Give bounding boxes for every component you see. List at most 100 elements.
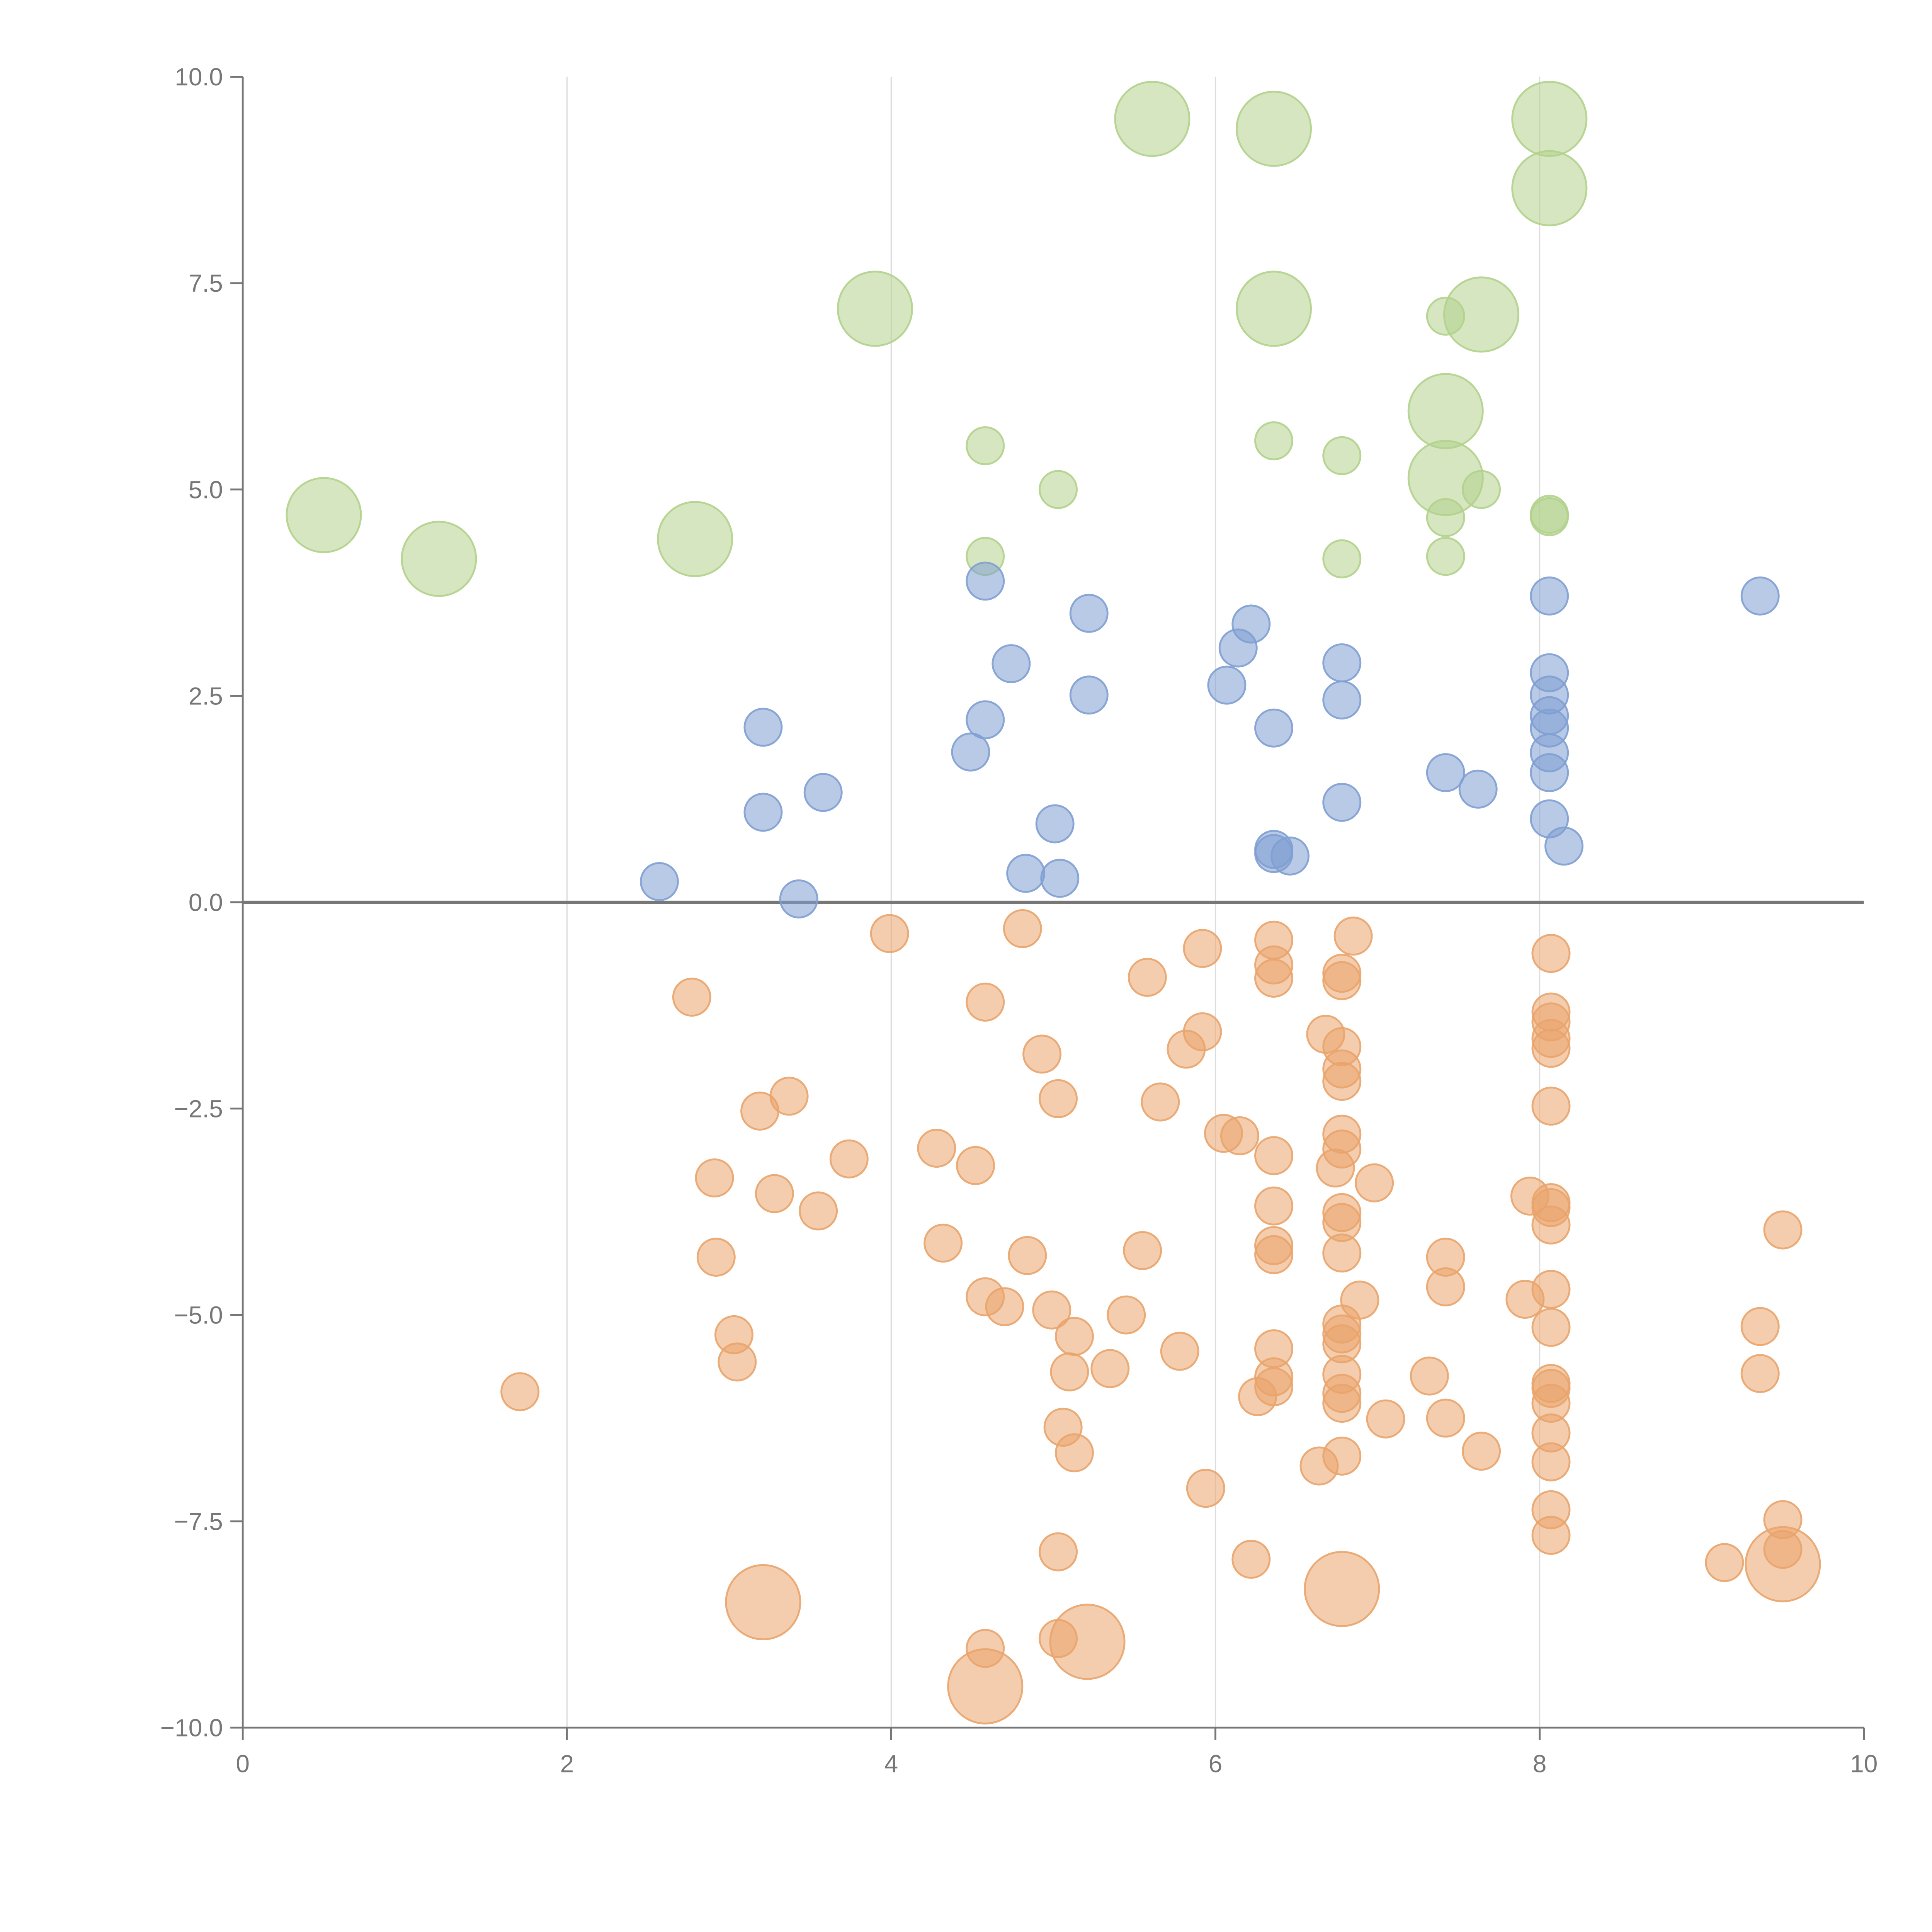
data-point-green bbox=[1322, 539, 1362, 578]
data-point-blue bbox=[1322, 643, 1362, 682]
data-point-orange bbox=[1049, 1604, 1126, 1680]
data-point-blue bbox=[639, 862, 679, 901]
data-point-orange bbox=[923, 1223, 963, 1263]
data-point-green bbox=[1426, 498, 1465, 537]
data-point-orange bbox=[1322, 1129, 1362, 1169]
data-point-orange bbox=[725, 1564, 801, 1641]
data-point-green bbox=[1322, 436, 1362, 475]
data-point-orange bbox=[1410, 1356, 1449, 1396]
data-point-orange bbox=[1531, 1029, 1571, 1068]
data-point-green bbox=[1235, 270, 1312, 347]
data-point-orange bbox=[1763, 1210, 1803, 1250]
y-tick-label: −7.5 bbox=[174, 1508, 223, 1536]
data-point-orange bbox=[1055, 1433, 1094, 1473]
data-point-orange bbox=[1123, 1231, 1162, 1270]
data-point-blue bbox=[992, 644, 1031, 684]
data-point-orange bbox=[1531, 1270, 1571, 1309]
data-point-orange bbox=[755, 1174, 794, 1213]
data-point-orange bbox=[1531, 1515, 1571, 1555]
data-point-orange bbox=[1299, 1446, 1339, 1486]
data-point-orange bbox=[1426, 1398, 1465, 1438]
y-tick-label: −5.0 bbox=[174, 1301, 223, 1329]
data-point-orange bbox=[1141, 1082, 1180, 1122]
data-point-orange bbox=[1167, 1029, 1206, 1069]
data-point-green bbox=[1511, 81, 1588, 157]
data-point-orange bbox=[1531, 1087, 1571, 1126]
data-point-orange bbox=[500, 1372, 540, 1412]
data-point-green bbox=[966, 426, 1005, 466]
data-point-orange bbox=[1032, 1290, 1071, 1330]
data-point-orange bbox=[1008, 1236, 1047, 1275]
data-point-blue bbox=[1426, 753, 1465, 793]
data-point-orange bbox=[1003, 909, 1042, 948]
axes: 10.0 7.5 5.0 2.5 0.0 −2.5 −5.0 −7.5 −10.0 0 2 4 6 8 10 bbox=[160, 63, 1878, 1777]
data-point-blue bbox=[1740, 576, 1780, 616]
data-point-orange bbox=[1322, 961, 1362, 1000]
data-point-green bbox=[837, 270, 913, 347]
data-point-green bbox=[1462, 470, 1501, 509]
data-point-blue bbox=[803, 773, 843, 812]
data-point-orange bbox=[947, 1648, 1024, 1725]
data-point-orange bbox=[740, 1091, 780, 1131]
data-point-orange bbox=[1322, 1062, 1362, 1101]
data-point-orange bbox=[1254, 1235, 1294, 1274]
data-point-orange bbox=[1745, 1526, 1821, 1602]
data-point-blue bbox=[951, 732, 990, 772]
x-tick-label: 4 bbox=[884, 1750, 898, 1778]
data-point-green bbox=[1426, 296, 1465, 336]
data-point-blue bbox=[1530, 576, 1569, 616]
data-point-blue bbox=[1069, 594, 1109, 633]
data-point-orange bbox=[966, 982, 1005, 1022]
data-point-green bbox=[1254, 421, 1294, 461]
data-point-orange bbox=[1462, 1432, 1501, 1471]
y-tick-label: 2.5 bbox=[189, 682, 223, 710]
data-point-orange bbox=[1740, 1307, 1780, 1346]
data-point-orange bbox=[917, 1129, 956, 1168]
data-point-green bbox=[657, 501, 733, 577]
data-point-orange bbox=[1022, 1034, 1062, 1074]
data-point-orange bbox=[870, 914, 909, 953]
data-point-blue bbox=[743, 707, 783, 747]
y-tick-label: −10.0 bbox=[160, 1714, 223, 1742]
data-point-orange bbox=[1039, 1079, 1078, 1118]
data-point-blue bbox=[743, 793, 783, 832]
data-point-blue bbox=[1458, 769, 1498, 809]
x-tick-label: 2 bbox=[560, 1750, 574, 1778]
data-point-blue bbox=[1530, 753, 1569, 793]
data-point-orange bbox=[672, 978, 711, 1017]
data-point-green bbox=[1235, 90, 1312, 167]
data-point-orange bbox=[1304, 1551, 1380, 1627]
data-point-orange bbox=[1231, 1539, 1271, 1579]
data-point-orange bbox=[799, 1191, 838, 1231]
data-point-blue bbox=[1322, 782, 1362, 822]
data-point-orange bbox=[1238, 1377, 1277, 1417]
data-point-orange bbox=[1183, 929, 1222, 968]
y-tick-label: 10.0 bbox=[175, 63, 223, 91]
data-point-blue bbox=[1254, 708, 1294, 748]
data-point-orange bbox=[1322, 1233, 1362, 1273]
data-point-orange bbox=[1531, 934, 1571, 973]
data-point-orange bbox=[1705, 1543, 1744, 1582]
data-point-blue bbox=[779, 879, 818, 918]
y-tick-label: 0.0 bbox=[189, 888, 223, 916]
data-point-blue bbox=[1231, 604, 1271, 644]
data-point-orange bbox=[1220, 1116, 1259, 1155]
data-point-green bbox=[1511, 150, 1588, 226]
data-point-blue bbox=[1069, 675, 1109, 715]
data-point-orange bbox=[1531, 1442, 1571, 1481]
data-point-orange bbox=[1254, 958, 1294, 998]
data-point-orange bbox=[1333, 917, 1373, 956]
x-tick-label: 6 bbox=[1209, 1750, 1223, 1778]
data-point-blue bbox=[1040, 859, 1080, 898]
y-tick-label: 7.5 bbox=[189, 269, 223, 297]
y-tick-label: −2.5 bbox=[174, 1095, 223, 1122]
data-point-blue bbox=[966, 700, 1005, 740]
data-point-blue bbox=[1322, 680, 1362, 720]
data-point-orange bbox=[1531, 1205, 1571, 1245]
data-point-orange bbox=[1160, 1332, 1199, 1371]
data-point-orange bbox=[1128, 957, 1167, 997]
data-point-blue bbox=[1207, 665, 1247, 705]
x-tick-label: 8 bbox=[1533, 1750, 1547, 1778]
data-point-green bbox=[1426, 537, 1465, 576]
